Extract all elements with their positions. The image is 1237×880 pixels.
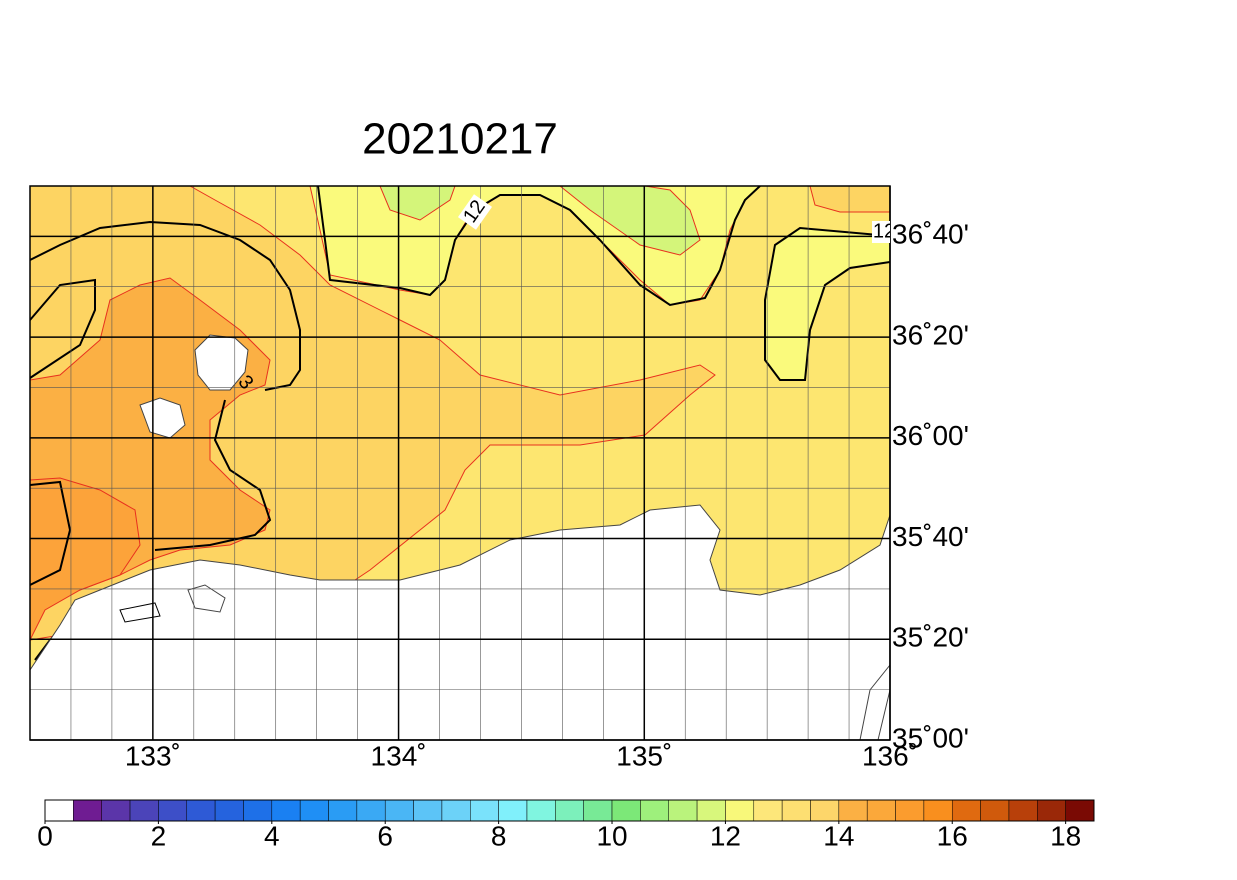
colorbar-tick-label: 6 (377, 820, 393, 851)
colorbar-tick-label: 10 (596, 820, 627, 851)
colorbar-box (555, 799, 584, 822)
colorbar-tick-label: 12 (710, 820, 741, 851)
colorbar-tick-label: 8 (491, 820, 507, 851)
colorbar-box (243, 799, 273, 822)
colorbar-box (498, 799, 528, 822)
colorbar-box (470, 799, 499, 822)
region-14-5 (30, 477, 141, 641)
colorbar-box (158, 799, 188, 822)
colorbar-box (725, 799, 755, 822)
label-bg (457, 194, 493, 230)
land (30, 504, 890, 740)
lat-tick-label: 36˚00' (892, 420, 969, 451)
colorbar-tick-label: 0 (37, 820, 53, 851)
map-frame (29, 185, 891, 741)
label-bg (872, 221, 890, 243)
colorbar-box (583, 799, 613, 822)
map-title: 20210217 (362, 115, 558, 164)
colorbar-tick-label: 2 (151, 820, 167, 851)
colorbar-box (696, 799, 726, 822)
colorbar-box (356, 799, 386, 822)
colorbar-box (271, 799, 301, 822)
lat-tick-label: 36˚40' (892, 219, 969, 250)
contour-line (764, 226, 890, 381)
colorbar-box (640, 799, 669, 822)
lon-tick-label: 136˚ (862, 740, 918, 771)
contour-label: 12 (872, 220, 895, 243)
colorbar-box (810, 799, 840, 822)
lat-tick-label: 35˚20' (892, 622, 969, 653)
colorbar-box (895, 799, 925, 822)
lon-tick-label: 134˚ (371, 740, 427, 771)
region-11 (559, 186, 701, 256)
contours (30, 186, 890, 661)
colorbar-box (101, 799, 131, 822)
contour-line (154, 399, 272, 551)
colorbar-box (923, 799, 953, 822)
colorbar-tick-label: 18 (1050, 820, 1081, 851)
colorbar-box (44, 799, 74, 822)
contour-label-text: 12 (873, 220, 895, 242)
region-13-east (809, 186, 890, 213)
colorbar-box (951, 799, 981, 822)
colorbar-box (73, 799, 102, 822)
sst-field (30, 186, 890, 740)
colorbar-box (441, 799, 471, 822)
colorbar-tick-label: 16 (937, 820, 968, 851)
colorbar-box (753, 799, 783, 822)
island (139, 397, 186, 439)
colorbar-box (129, 799, 159, 822)
colorbar-box (413, 799, 443, 822)
colorbar-box (838, 799, 868, 822)
lat-tick-label: 36˚20' (892, 319, 969, 350)
coast-outline (859, 664, 890, 740)
colorbar-tick-label: 14 (823, 820, 854, 851)
lat-tick-label: 35˚00' (892, 722, 969, 753)
lon-tick-label: 135˚ (616, 740, 672, 771)
contour-line (317, 186, 761, 307)
axes: 133˚ 134˚ 135˚ 136˚35˚00' 35˚20' 35˚40' 36˚00'… (125, 219, 969, 772)
colorbar-box (328, 799, 358, 822)
colorbar-box (299, 799, 329, 822)
contour-line (30, 220, 301, 391)
contour-line (30, 480, 72, 586)
colorbar-tick-label: 4 (264, 820, 280, 851)
lon-tick-label: 133˚ (125, 740, 181, 771)
island (119, 602, 161, 623)
colorbar-box (1065, 799, 1095, 822)
colorbar-box (1037, 799, 1066, 822)
colorbar-frame (44, 799, 1095, 822)
colorbar-box (668, 799, 698, 822)
colorbar-box (186, 799, 216, 822)
colorbar-box (214, 799, 244, 822)
colorbar-box (611, 799, 641, 822)
colorbar-box (866, 799, 896, 822)
colorbar-box (980, 799, 1010, 822)
colorbar-box (781, 799, 811, 822)
lat-tick-label: 35˚40' (892, 521, 969, 552)
colorbar-box (526, 799, 556, 822)
contour-line (30, 278, 96, 379)
colorbar: 0 2 4 6 8 10 12 14 16 18 (37, 799, 1095, 851)
colorbar-box (384, 799, 414, 822)
colorbar-box (1008, 799, 1038, 822)
